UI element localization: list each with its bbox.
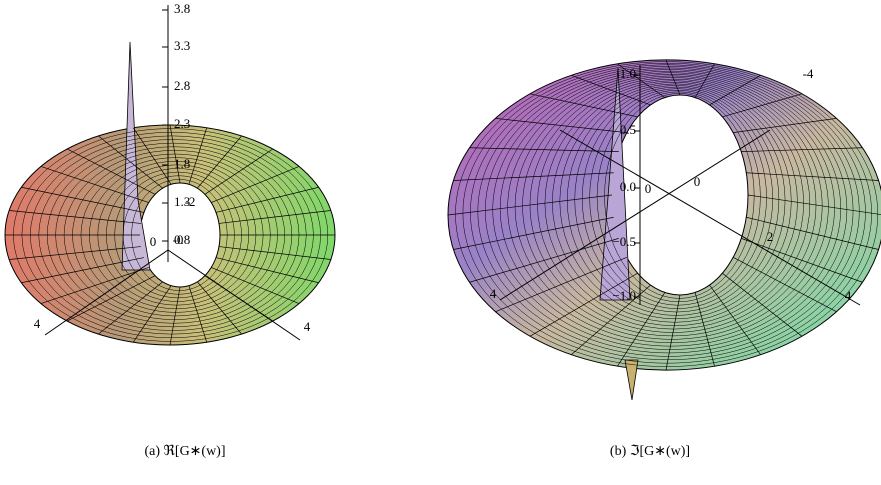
z-tick-label: 2.3 xyxy=(174,116,190,131)
figure: 3.83.32.82.31.81.30.80-2-044(a) ℜ[G∗(w)]… xyxy=(0,0,881,480)
z-tick-label: 3.3 xyxy=(174,38,190,53)
z-tick-label: 0.5 xyxy=(620,122,636,137)
surface-a xyxy=(5,42,335,345)
axis-label: 0 xyxy=(645,181,652,196)
z-tick-label: 0.0 xyxy=(620,179,636,194)
axis-label: -2 xyxy=(185,194,196,209)
axis-label: 2 xyxy=(767,229,774,244)
caption: (a) ℜ[G∗(w)] xyxy=(144,444,225,459)
z-tick-label: 3.8 xyxy=(174,1,190,16)
axis-label: -4 xyxy=(803,66,814,81)
z-tick-label: 1.0 xyxy=(620,66,636,81)
axis-label: -0 xyxy=(173,232,184,247)
caption: (b) ℑ[G∗(w)] xyxy=(610,444,690,459)
axis-label: 4 xyxy=(34,316,41,331)
axis-label: 4 xyxy=(304,319,311,334)
axis-label: 4 xyxy=(490,286,497,301)
axis-label: 0 xyxy=(150,234,157,249)
axis-label: 4 xyxy=(845,288,852,303)
z-tick-label: 1.8 xyxy=(174,156,190,171)
surface-b xyxy=(448,60,881,400)
z-tick-label: −1.0 xyxy=(612,288,636,303)
z-tick-label: 2.8 xyxy=(174,78,190,93)
axis-label: 0 xyxy=(694,174,701,189)
z-tick-label: −0.5 xyxy=(612,234,636,249)
